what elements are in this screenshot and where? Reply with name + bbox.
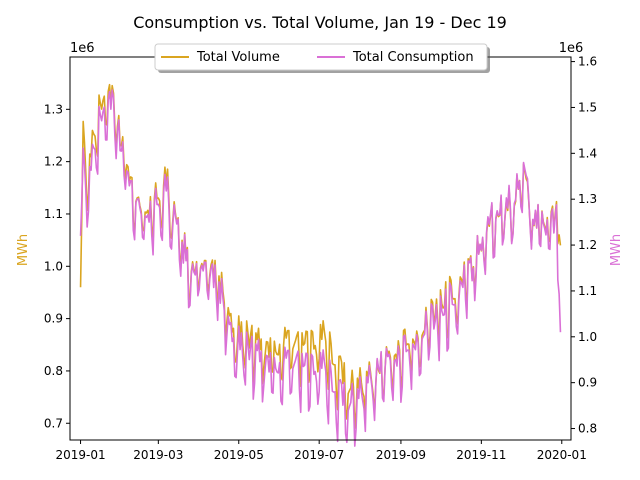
y-right-tick-label: 1.1 — [578, 284, 597, 298]
y-right-tick-label: 1.6 — [578, 55, 597, 69]
legend-label-total-consumption: Total Consumption — [352, 50, 474, 65]
x-tick-label: 2019-01 — [55, 448, 105, 462]
x-tick-label: 2019-05 — [214, 448, 264, 462]
y-right-tick-label: 0.8 — [578, 422, 597, 436]
y-left-tick-label: 1.1 — [44, 207, 63, 221]
y-left-tick-label: 1.2 — [44, 155, 63, 169]
chart-title: Consumption vs. Total Volume, Jan 19 - D… — [133, 13, 507, 32]
x-tick-label: 2019-07 — [294, 448, 344, 462]
series-line-total-consumption — [79, 89, 562, 447]
plot-area — [69, 56, 572, 447]
y-right-tick-label: 1.2 — [578, 238, 597, 252]
y-left-offset-label: 1e6 — [70, 41, 95, 56]
x-tick-label: 2020-01 — [537, 448, 587, 462]
y-left-axis: 0.7 0.8 0.9 1.0 1.1 1.2 1.3 — [44, 102, 70, 430]
series-layer — [79, 83, 562, 447]
y-right-tick-label: 1.0 — [578, 330, 597, 344]
y-left-tick-label: 1.0 — [44, 259, 63, 273]
y-right-tick-label: 1.4 — [578, 146, 597, 160]
y-left-tick-label: 0.9 — [44, 312, 63, 326]
y-right-offset-label: 1e6 — [559, 41, 584, 56]
legend-label-total-volume: Total Volume — [196, 50, 280, 65]
x-tick-label: 2019-09 — [376, 448, 426, 462]
y-left-tick-label: 1.3 — [44, 102, 63, 116]
x-axis: 2019-01 2019-03 2019-05 2019-07 2019-09 2019-… — [55, 440, 587, 462]
x-tick-label: 2019-03 — [133, 448, 183, 462]
legend: Total Volume Total Consumption — [154, 43, 490, 73]
y-right-tick-label: 1.5 — [578, 100, 597, 114]
x-tick-label: 2019-11 — [456, 448, 506, 462]
y-left-axis-label: MWh — [16, 234, 31, 266]
y-right-tick-label: 1.3 — [578, 192, 597, 206]
y-right-axis: 0.8 0.9 1.0 1.1 1.2 1.3 1.4 1.5 1.6 — [571, 55, 597, 436]
y-right-tick-label: 0.9 — [578, 376, 597, 390]
y-left-tick-label: 0.7 — [44, 416, 63, 430]
y-left-tick-label: 0.8 — [44, 364, 63, 378]
y-right-axis-label: MWh — [609, 234, 624, 266]
